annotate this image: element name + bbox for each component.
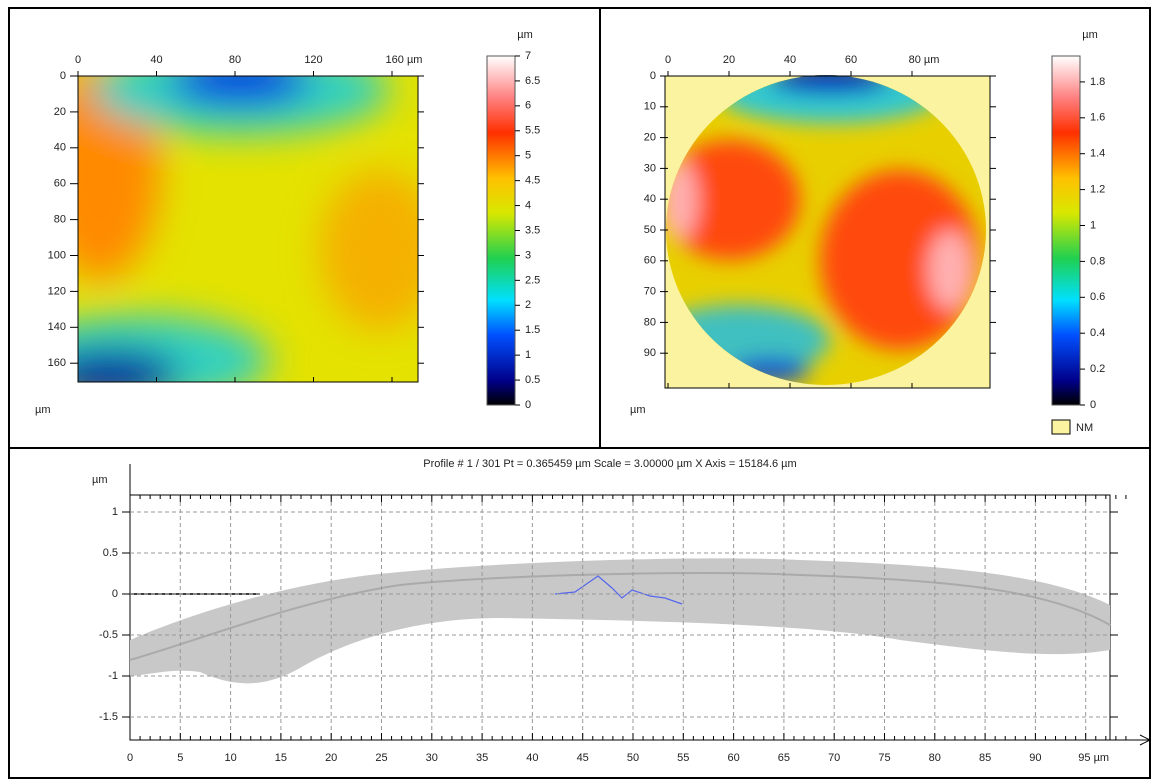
height-map [78, 76, 418, 382]
y-tick-label: 20 [54, 106, 66, 118]
x-tick-label: 10 [224, 752, 236, 764]
y-tick-label: 60 [54, 178, 66, 190]
y-tick-label: 10 [644, 101, 656, 113]
x-tick-label: 80 µm [909, 54, 940, 66]
colorbar-label: 1.6 [1090, 112, 1105, 124]
y-unit: µm [92, 474, 108, 486]
colorbar-unit: µm [517, 29, 533, 41]
profile-line [129, 572, 1111, 661]
colorbar [486, 55, 516, 406]
colorbar-label: 0 [525, 399, 531, 411]
y-tick-label: 160 [48, 357, 66, 369]
x-tick-label: 40 [150, 54, 162, 66]
x-tick-label: 55 [677, 752, 689, 764]
y-tick-label: -1 [108, 670, 118, 682]
x-tick-label: 0 [75, 54, 81, 66]
x-tick-label: 5 [177, 752, 183, 764]
y-tick-label: -1.5 [99, 711, 118, 723]
colorbar-label: 5.5 [525, 125, 540, 137]
x-tick-label: 40 [526, 752, 538, 764]
x-tick-label: 20 [325, 752, 337, 764]
current-profile [554, 575, 683, 605]
colorbar [1051, 55, 1081, 406]
x-tick-label: 0 [665, 54, 671, 66]
x-tick-label: 85 [979, 752, 991, 764]
plot-border [664, 75, 991, 389]
y-tick-label: -0.5 [99, 629, 118, 641]
x-tick-label: 90 [1029, 752, 1041, 764]
x-tick-label: 30 [426, 752, 438, 764]
colorbar-label: 1.4 [1090, 148, 1105, 160]
frame [8, 7, 1151, 779]
colorbar-label: 1 [1090, 219, 1096, 231]
x-tick-label: 65 [778, 752, 790, 764]
x-tick-label: 0 [127, 752, 133, 764]
colorbar-label: 1.5 [525, 324, 540, 336]
x-tick-label: 25 [375, 752, 387, 764]
colorbar-label: 5 [525, 150, 531, 162]
y-tick-label: 0 [112, 588, 118, 600]
x-tick-label: 45 [577, 752, 589, 764]
x-tick-label: 80 [229, 54, 241, 66]
colorbar-label: 6.5 [525, 75, 540, 87]
x-tick-label: 120 [304, 54, 322, 66]
y-tick-label: 30 [644, 162, 656, 174]
y-tick-label: 0 [650, 70, 656, 82]
y-tick-label: 1 [112, 506, 118, 518]
y-unit: µm [35, 404, 51, 416]
axis-arrow [1139, 734, 1152, 746]
y-tick-label: 40 [54, 142, 66, 154]
y-tick-label: 50 [644, 224, 656, 236]
x-tick-label: 40 [784, 54, 796, 66]
y-unit: µm [630, 404, 646, 416]
colorbar-label: 0.2 [1090, 363, 1105, 375]
legend-label: NM [1076, 422, 1093, 434]
x-tick-label: 50 [627, 752, 639, 764]
x-tick-label: 75 [878, 752, 890, 764]
colorbar-label: 0 [1090, 399, 1096, 411]
y-tick-label: 80 [644, 316, 656, 328]
legend-swatch [1051, 419, 1071, 435]
colorbar-label: 7 [525, 50, 531, 62]
colorbar-label: 0.5 [525, 374, 540, 386]
x-tick-label: 60 [727, 752, 739, 764]
colorbar-label: 6 [525, 100, 531, 112]
colorbar-label: 4.5 [525, 175, 540, 187]
y-tick-label: 90 [644, 347, 656, 359]
y-tick-label: 40 [644, 193, 656, 205]
colorbar-label: 1.8 [1090, 76, 1105, 88]
colorbar-label: 3.5 [525, 224, 540, 236]
x-tick-label: 35 [476, 752, 488, 764]
y-tick-label: 120 [48, 285, 66, 297]
x-tick-label: 95 µm [1078, 752, 1109, 764]
profile-title: Profile # 1 / 301 Pt = 0.365459 µm Scale… [423, 458, 796, 470]
y-tick-label: 0.5 [103, 547, 118, 559]
y-tick-label: 70 [644, 286, 656, 298]
x-tick-label: 15 [275, 752, 287, 764]
x-tick-label: 70 [828, 752, 840, 764]
x-tick-label: 80 [929, 752, 941, 764]
colorbar-label: 0.4 [1090, 327, 1105, 339]
colorbar-label: 2 [525, 299, 531, 311]
colorbar-label: 1.2 [1090, 184, 1105, 196]
colorbar-label: 1 [525, 349, 531, 361]
y-tick-label: 0 [60, 70, 66, 82]
x-tick-label: 160 µm [386, 54, 423, 66]
y-tick-label: 140 [48, 321, 66, 333]
plot-border [77, 75, 419, 383]
colorbar-label: 2.5 [525, 274, 540, 286]
x-tick-label: 20 [723, 54, 735, 66]
y-tick-label: 100 [48, 249, 66, 261]
colorbar-unit: µm [1082, 29, 1098, 41]
x-tick-label: 60 [845, 54, 857, 66]
y-tick-label: 20 [644, 132, 656, 144]
y-tick-label: 60 [644, 255, 656, 267]
colorbar-label: 3 [525, 249, 531, 261]
height-map [666, 75, 986, 385]
y-tick-label: 80 [54, 214, 66, 226]
colorbar-label: 0.8 [1090, 255, 1105, 267]
colorbar-label: 4 [525, 199, 531, 211]
colorbar-label: 0.6 [1090, 291, 1105, 303]
